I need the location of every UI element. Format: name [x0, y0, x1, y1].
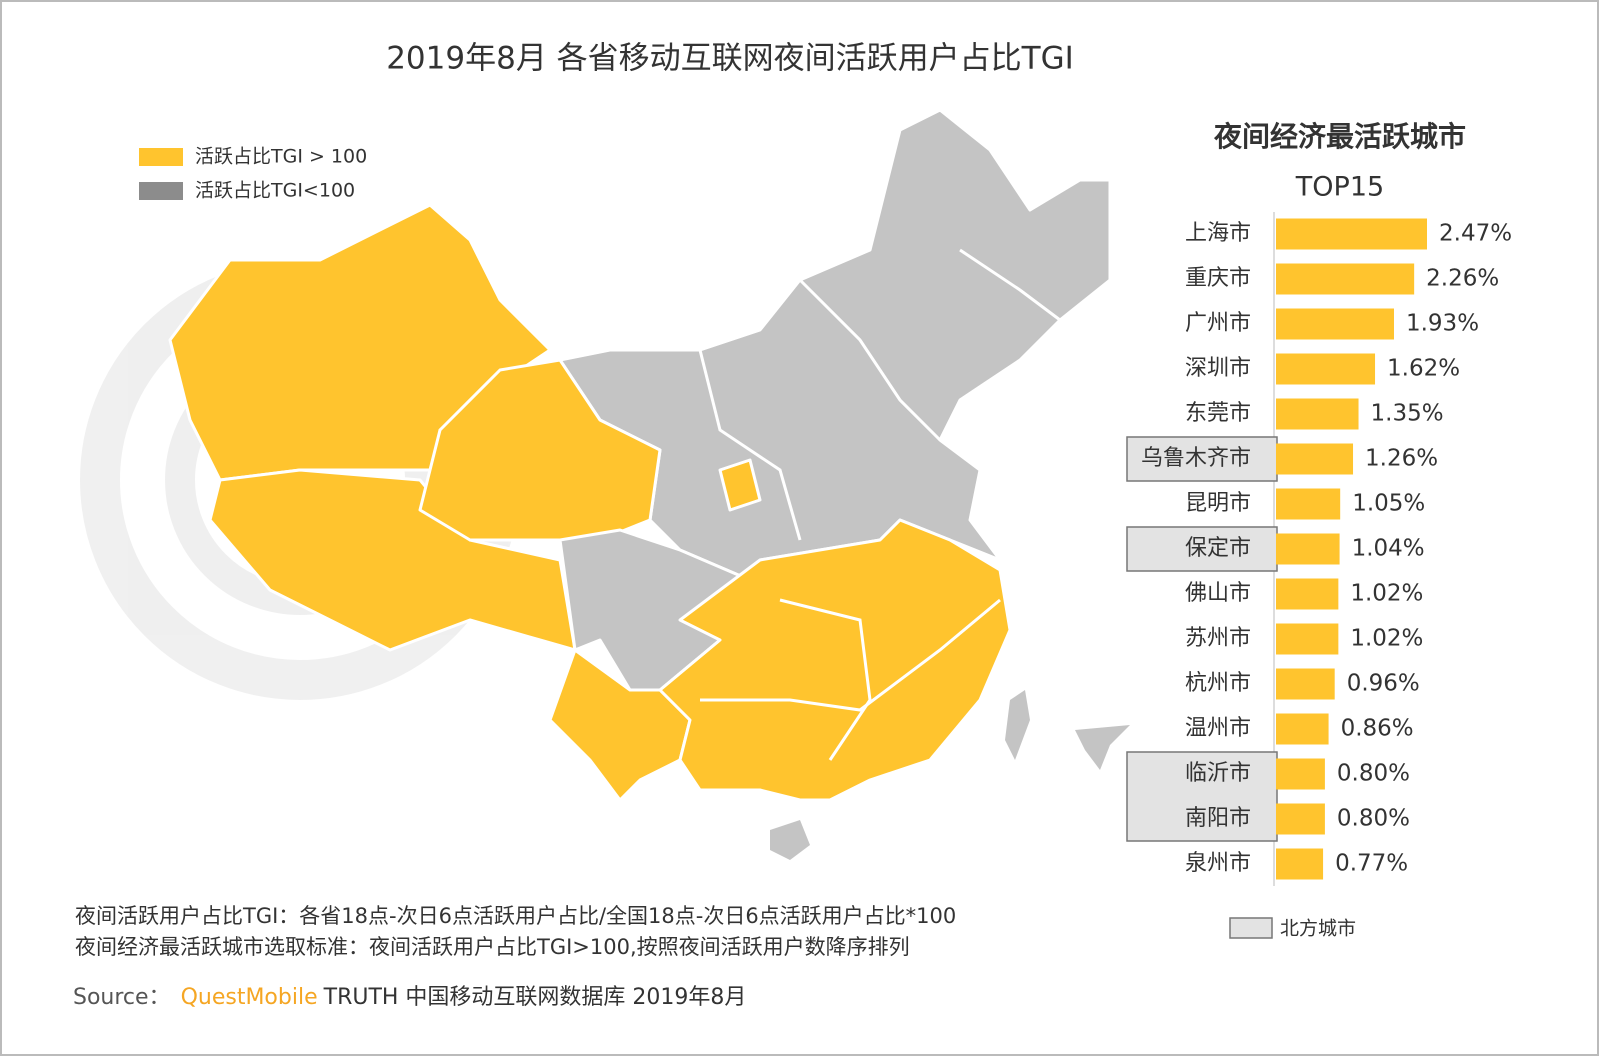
legend-label: 活跃占比TGI<100	[195, 180, 355, 202]
value-label: 1.62%	[1387, 356, 1460, 382]
category-label: 苏州市	[1185, 626, 1251, 651]
border	[959, 248, 1061, 322]
category-label: 重庆市	[1185, 266, 1251, 291]
note: 夜间活跃用户占比TGI：各省18点-次日6点活跃用户占比/全国18点-次日6点活…	[75, 904, 956, 928]
source: Source： QuestMobile TRUTH 中国移动互联网数据库 2019年…	[73, 985, 746, 1010]
page-title: 2019年8月 各省移动互联网夜间活跃用户占比TGI	[386, 41, 1074, 77]
value-label: 0.80%	[1337, 806, 1410, 832]
value-label: 0.96%	[1347, 671, 1420, 697]
source-rest: TRUTH 中国移动互联网数据库 2019年8月	[323, 985, 747, 1010]
category-label: 保定市	[1185, 536, 1251, 561]
category-label: 昆明市	[1185, 491, 1251, 516]
category-label: 东莞市	[1185, 401, 1251, 426]
legend-swatch	[139, 148, 183, 166]
category-label: 深圳市	[1185, 356, 1251, 381]
bar	[1276, 218, 1427, 250]
value-label: 1.26%	[1365, 446, 1438, 472]
island	[1075, 725, 1130, 770]
value-label: 1.02%	[1350, 626, 1423, 652]
island	[770, 820, 810, 860]
bar	[1276, 308, 1394, 340]
province	[548, 648, 692, 802]
legend-swatch	[139, 182, 183, 200]
category-label: 杭州市	[1185, 671, 1251, 696]
value-label: 1.35%	[1371, 401, 1444, 427]
category-label: 泉州市	[1185, 851, 1251, 876]
province	[208, 468, 577, 652]
bar	[1276, 443, 1354, 475]
island	[1005, 690, 1030, 760]
value-label: 0.80%	[1337, 761, 1410, 787]
bar	[1276, 263, 1415, 295]
note: 夜间经济最活跃城市选取标准：夜间活跃用户占比TGI>100,按照夜间活跃用户数降…	[75, 935, 910, 959]
border	[698, 349, 802, 541]
bar	[1276, 848, 1324, 880]
bar	[1276, 533, 1340, 565]
province	[658, 518, 1012, 802]
value-label: 2.26%	[1426, 266, 1499, 292]
value-label: 0.77%	[1335, 851, 1408, 877]
border	[798, 278, 942, 442]
bar	[1276, 803, 1325, 835]
bar	[1276, 713, 1329, 745]
border	[700, 598, 1001, 712]
bar	[1276, 578, 1339, 610]
province	[718, 458, 762, 512]
province	[418, 358, 662, 542]
bar	[1276, 668, 1335, 700]
bar	[1276, 353, 1376, 385]
category-label: 佛山市	[1185, 581, 1251, 606]
bar	[1276, 758, 1325, 790]
value-label: 2.47%	[1439, 221, 1512, 247]
category-label: 广州市	[1185, 311, 1251, 336]
highlight-box	[1126, 751, 1278, 842]
highlight-box	[1126, 436, 1278, 482]
category-label: 南阳市	[1185, 806, 1251, 831]
legend-label: 活跃占比TGI > 100	[195, 146, 367, 168]
value-label: 0.86%	[1341, 716, 1414, 742]
value-label: 1.04%	[1352, 536, 1425, 562]
bar	[1276, 623, 1339, 655]
highlight-legend-swatch	[1229, 917, 1273, 939]
highlight-box	[1126, 526, 1278, 572]
value-label: 1.02%	[1350, 581, 1423, 607]
bar-chart-title: 夜间经济最活跃城市	[1213, 120, 1466, 153]
value-label: 1.93%	[1406, 311, 1479, 337]
category-label: 临沂市	[1185, 761, 1251, 786]
bar-chart-subtitle: TOP15	[1295, 172, 1384, 203]
bar	[1276, 488, 1341, 520]
source-prefix: Source：	[73, 985, 171, 1010]
value-label: 1.05%	[1352, 491, 1425, 517]
bar	[1276, 398, 1359, 430]
border	[779, 598, 872, 761]
source-brand: QuestMobile	[181, 985, 318, 1010]
category-label: 上海市	[1185, 221, 1251, 246]
highlight-legend-label: 北方城市	[1280, 918, 1356, 940]
category-label: 乌鲁木齐市	[1141, 446, 1251, 471]
map	[168, 108, 1130, 860]
category-label: 温州市	[1185, 716, 1251, 741]
